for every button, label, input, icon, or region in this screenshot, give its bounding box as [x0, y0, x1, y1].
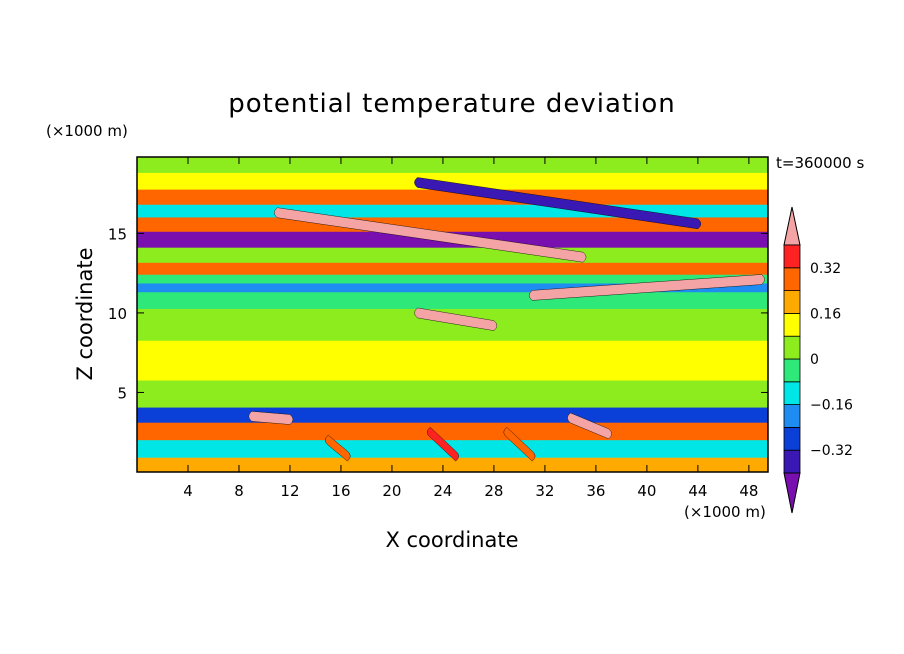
- chart-title: potential temperature deviation: [228, 89, 675, 119]
- x-unit-label: (×1000 m): [684, 503, 766, 521]
- colorbar-segment: [783, 426, 801, 451]
- heatmap-feature: [248, 411, 294, 425]
- colorbar-segment: [783, 244, 801, 269]
- colorbar-arrow-top: [783, 206, 801, 246]
- heatmap-feature: [274, 207, 587, 263]
- colorbar: 0.32 0.16 0 −0.16 −0.32: [783, 206, 853, 514]
- heatmap-plot: [137, 157, 768, 472]
- heatmap-band: [137, 217, 768, 233]
- colorbar-segment: [783, 267, 801, 291]
- heatmap-feature: [414, 177, 702, 230]
- y-axis-label: Z coordinate: [73, 247, 97, 380]
- x-tick-label: 20: [382, 482, 401, 500]
- heatmap-band: [137, 262, 768, 276]
- colorbar-segment: [783, 312, 801, 337]
- colorbar-arrow-bottom: [783, 472, 801, 514]
- x-tick-label: 48: [739, 482, 758, 500]
- x-tick-label: 4: [183, 482, 193, 500]
- colorbar-segment: [783, 335, 801, 360]
- heatmap-feature: [567, 412, 612, 440]
- x-tick-label: 44: [688, 482, 707, 500]
- colorbar-segment: [783, 404, 801, 428]
- x-axis-label: X coordinate: [385, 528, 518, 552]
- heatmap-band: [137, 189, 768, 206]
- heatmap-feature: [325, 434, 351, 462]
- heatmap-feature: [528, 274, 765, 301]
- colorbar-segment: [783, 290, 801, 314]
- colorbar-segment: [783, 358, 801, 383]
- heatmap-feature: [426, 426, 459, 462]
- colorbar-tick-label: −0.16: [810, 398, 853, 414]
- heatmap-band: [137, 247, 768, 264]
- x-tick-label: 24: [433, 482, 452, 500]
- colorbar-segment: [783, 449, 801, 474]
- x-tick-label: 16: [331, 482, 350, 500]
- x-tick-label: 28: [484, 482, 503, 500]
- heatmap-bands: [137, 157, 768, 472]
- heatmap-band: [137, 407, 768, 424]
- heatmap-band: [137, 274, 768, 284]
- time-label: t=360000 s: [776, 154, 864, 172]
- heatmap-band: [137, 172, 768, 191]
- x-tick-label: 8: [234, 482, 244, 500]
- y-unit-label: (×1000 m): [46, 122, 128, 140]
- colorbar-tick-label: 0.32: [810, 261, 841, 277]
- heatmap-band: [137, 422, 768, 441]
- colorbar-tick-label: −0.32: [810, 443, 853, 459]
- x-tick-label: 12: [280, 482, 299, 500]
- heatmap-band: [137, 157, 768, 174]
- heatmap-band: [137, 457, 768, 472]
- x-tick-label: 32: [535, 482, 554, 500]
- y-tick-label: 5: [117, 384, 127, 402]
- y-tick-label: 15: [108, 225, 127, 243]
- x-tick-label: 36: [586, 482, 605, 500]
- heatmap-band: [137, 292, 768, 310]
- heatmap-features: [248, 177, 765, 462]
- y-axis-ticks: 5 10 15: [108, 225, 768, 402]
- colorbar-segment: [783, 381, 801, 405]
- colorbar-tick-label: 0.16: [810, 306, 841, 322]
- x-tick-label: 40: [637, 482, 656, 500]
- heatmap-feature: [503, 426, 536, 462]
- heatmap-band: [137, 340, 768, 382]
- x-axis-ticks: 4 8 12 16 20 24 28 32 36 40 44 48: [183, 157, 758, 500]
- colorbar-tick-label: 0: [810, 352, 819, 368]
- heatmap-band: [137, 380, 768, 409]
- y-tick-label: 10: [108, 305, 127, 323]
- heatmap-feature: [414, 307, 498, 331]
- plot-frame: [136, 156, 769, 473]
- heatmap-band: [137, 283, 768, 293]
